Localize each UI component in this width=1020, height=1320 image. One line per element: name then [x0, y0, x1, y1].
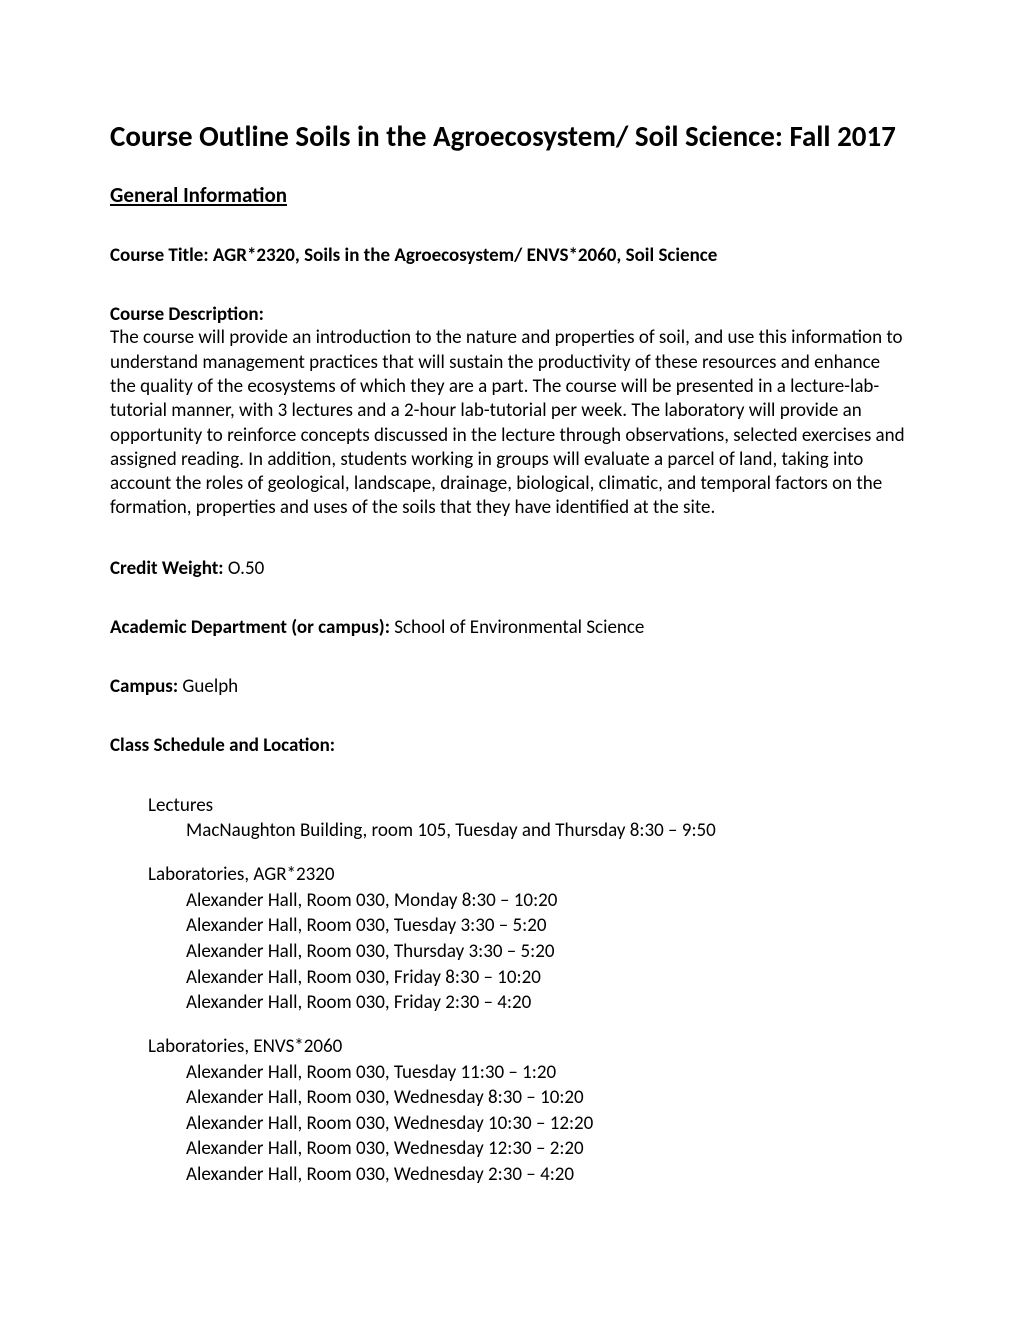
- schedule-line: Alexander Hall, Room 030, Tuesday 11:30 …: [186, 1060, 910, 1086]
- credit-weight-value: O.50: [228, 557, 264, 580]
- credit-weight-label: Credit Weight:: [110, 557, 228, 580]
- schedule-line: Alexander Hall, Room 030, Monday 8:30 – …: [186, 888, 910, 914]
- schedule-line: Alexander Hall, Room 030, Wednesday 8:30…: [186, 1085, 910, 1111]
- schedule-line: Alexander Hall, Room 030, Wednesday 2:30…: [186, 1162, 910, 1188]
- schedule-group-title: Laboratories, AGR*2320: [148, 862, 910, 888]
- schedule-line: Alexander Hall, Room 030, Wednesday 12:3…: [186, 1136, 910, 1162]
- section-heading-general-info: General Information: [110, 182, 910, 208]
- campus-label: Campus:: [110, 675, 182, 698]
- schedule-group-title: Laboratories, ENVS*2060: [148, 1034, 910, 1060]
- schedule-line: Alexander Hall, Room 030, Wednesday 10:3…: [186, 1111, 910, 1137]
- schedule-label: Class Schedule and Location:: [110, 734, 910, 757]
- schedule-line: Alexander Hall, Room 030, Friday 8:30 – …: [186, 965, 910, 991]
- course-description-body: The course will provide an introduction …: [110, 326, 910, 521]
- schedule-group: Laboratories, AGR*2320Alexander Hall, Ro…: [110, 862, 910, 1016]
- department-value: School of Environmental Science: [394, 616, 644, 639]
- schedule-line: Alexander Hall, Room 030, Thursday 3:30 …: [186, 939, 910, 965]
- schedule-group: Laboratories, ENVS*2060Alexander Hall, R…: [110, 1034, 910, 1188]
- schedule-line: Alexander Hall, Room 030, Friday 2:30 – …: [186, 990, 910, 1016]
- schedule-line: MacNaughton Building, room 105, Tuesday …: [186, 818, 910, 844]
- schedule-container: LecturesMacNaughton Building, room 105, …: [110, 793, 910, 1188]
- department-line: Academic Department (or campus): School …: [110, 616, 910, 639]
- campus-line: Campus: Guelph: [110, 675, 910, 698]
- schedule-line: Alexander Hall, Room 030, Tuesday 3:30 –…: [186, 913, 910, 939]
- schedule-group: LecturesMacNaughton Building, room 105, …: [110, 793, 910, 844]
- credit-weight-line: Credit Weight: O.50: [110, 557, 910, 580]
- course-title-line: Course Title: AGR*2320, Soils in the Agr…: [110, 244, 910, 267]
- department-label: Academic Department (or campus):: [110, 616, 394, 639]
- document-page: Course Outline Soils in the Agroecosyste…: [0, 0, 1020, 1320]
- course-description-label: Course Description:: [110, 303, 910, 326]
- schedule-group-title: Lectures: [148, 793, 910, 819]
- course-description-block: Course Description: The course will prov…: [110, 303, 910, 521]
- page-title: Course Outline Soils in the Agroecosyste…: [138, 118, 910, 154]
- campus-value: Guelph: [182, 675, 238, 698]
